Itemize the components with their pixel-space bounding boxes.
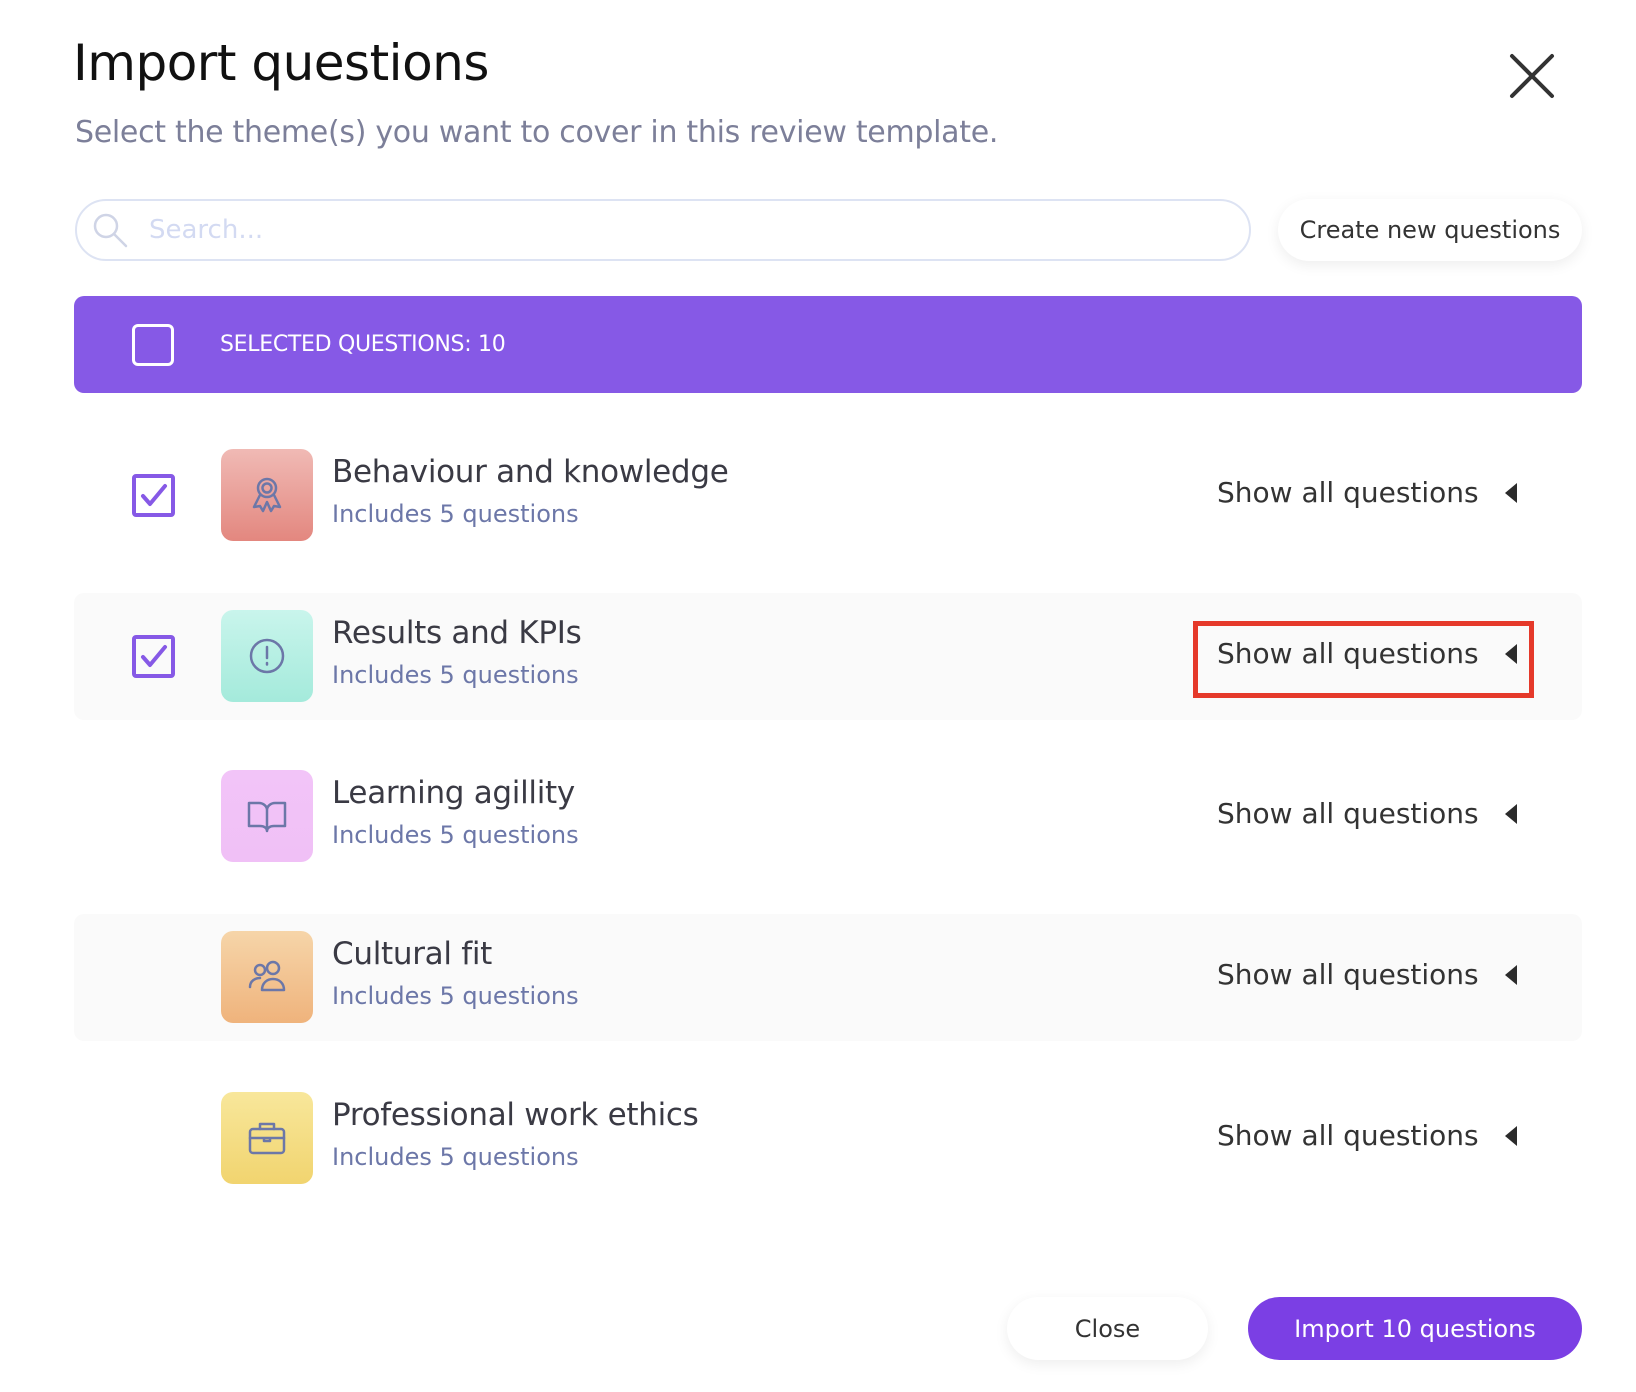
page-subtitle: Select the theme(s) you want to cover in…	[75, 115, 999, 150]
theme-row: Results and KPIs Includes 5 questions Show…	[74, 593, 1582, 720]
search-input[interactable]	[149, 215, 1149, 245]
check-icon	[140, 644, 167, 667]
show-all-questions-label: Show all questions	[1217, 958, 1479, 991]
theme-question-count: Includes 5 questions	[332, 821, 579, 849]
highlight-box	[1193, 621, 1534, 698]
show-all-questions-button[interactable]: Show all questions	[1217, 797, 1517, 830]
select-all-checkbox[interactable]	[132, 323, 174, 366]
theme-row: Cultural fit Includes 5 questions Show all…	[74, 914, 1582, 1041]
show-all-questions-button[interactable]: Show all questions	[1217, 637, 1517, 670]
theme-checkbox[interactable]	[132, 474, 175, 517]
show-all-questions-label: Show all questions	[1217, 637, 1479, 670]
page-title: Import questions	[73, 34, 489, 92]
book-open-icon	[247, 801, 287, 833]
show-all-questions-label: Show all questions	[1217, 1119, 1479, 1152]
selected-questions-bar: SELECTED QUESTIONS: 10	[74, 296, 1582, 393]
theme-name: Learning agillity	[332, 775, 575, 811]
theme-name: Professional work ethics	[332, 1097, 699, 1133]
show-all-questions-button[interactable]: Show all questions	[1217, 958, 1517, 991]
theme-name: Results and KPIs	[332, 615, 582, 651]
briefcase-icon	[248, 1122, 286, 1155]
theme-row: Learning agillity Includes 5 questions Sho…	[74, 753, 1582, 880]
theme-question-count: Includes 5 questions	[332, 982, 579, 1010]
alert-circle-icon	[249, 638, 285, 674]
caret-left-icon	[1504, 643, 1517, 664]
import-questions-button[interactable]: Import 10 questions	[1248, 1297, 1582, 1360]
search-field[interactable]	[75, 199, 1251, 261]
theme-question-count: Includes 5 questions	[332, 661, 579, 689]
caret-left-icon	[1504, 482, 1517, 503]
show-all-questions-button[interactable]: Show all questions	[1217, 1119, 1517, 1152]
check-icon	[140, 483, 167, 506]
caret-left-icon	[1504, 964, 1517, 985]
theme-checkbox[interactable]	[132, 635, 175, 678]
show-all-questions-button[interactable]: Show all questions	[1217, 476, 1517, 509]
show-all-questions-label: Show all questions	[1217, 797, 1479, 830]
theme-row: Behaviour and knowledge Includes 5 questi…	[74, 432, 1582, 559]
close-button[interactable]: Close	[1007, 1297, 1208, 1360]
theme-icon-tile	[221, 770, 313, 862]
theme-icon-tile	[221, 931, 313, 1023]
close-icon[interactable]	[1508, 52, 1556, 100]
show-all-questions-label: Show all questions	[1217, 476, 1479, 509]
award-icon	[252, 477, 282, 513]
create-new-questions-button[interactable]: Create new questions	[1278, 199, 1582, 261]
theme-icon-tile	[221, 1092, 313, 1184]
theme-name: Cultural fit	[332, 936, 492, 972]
theme-row: Professional work ethics Includes 5 quest…	[74, 1075, 1582, 1202]
theme-question-count: Includes 5 questions	[332, 500, 579, 528]
theme-question-count: Includes 5 questions	[332, 1143, 579, 1171]
theme-icon-tile	[221, 449, 313, 541]
selected-questions-count: SELECTED QUESTIONS: 10	[220, 332, 506, 357]
caret-left-icon	[1504, 1125, 1517, 1146]
theme-name: Behaviour and knowledge	[332, 454, 729, 490]
theme-icon-tile	[221, 610, 313, 702]
search-icon	[93, 213, 128, 248]
users-icon	[248, 960, 286, 992]
caret-left-icon	[1504, 803, 1517, 824]
